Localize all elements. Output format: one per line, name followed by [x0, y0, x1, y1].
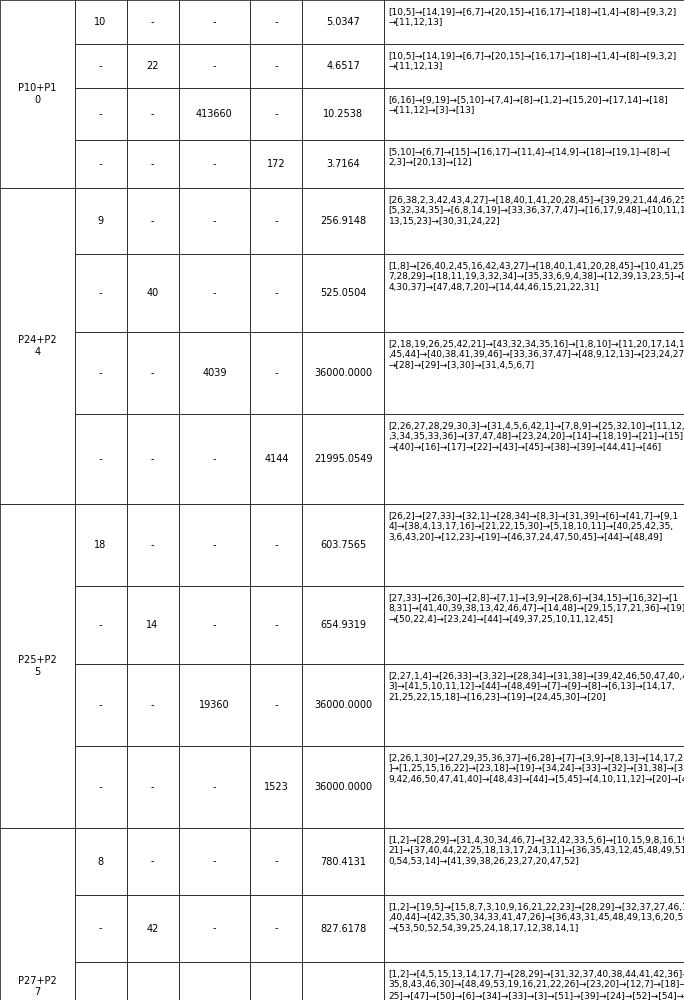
Bar — [250, 828, 302, 895]
Text: -: - — [150, 857, 155, 867]
Text: 40: 40 — [146, 288, 159, 298]
Bar — [127, 895, 179, 962]
Bar — [127, 188, 179, 254]
Text: -: - — [213, 620, 216, 630]
Text: 780.4131: 780.4131 — [320, 857, 367, 867]
Text: [6,16]→[9,19]→[5,10]→[7,4]→[8]→[1,2]→[15,20]→[17,14]→[18]
→[11,12]→[3]→[13]: [6,16]→[9,19]→[5,10]→[7,4]→[8]→[1,2]→[15… — [389, 96, 668, 115]
Text: -: - — [150, 540, 155, 550]
Bar — [127, 0, 179, 44]
Text: [1,2]→[28,29]→[31,4,30,34,46,7]→[32,42,33,5,6]→[10,15,9,8,16,19,
21]→[37,40,44,2: [1,2]→[28,29]→[31,4,30,34,46,7]→[32,42,3… — [389, 836, 684, 866]
Text: 3.7164: 3.7164 — [326, 159, 360, 169]
Bar — [75, 895, 127, 962]
Bar — [250, 664, 302, 746]
Text: 8: 8 — [98, 857, 103, 867]
Bar — [384, 504, 684, 586]
Text: 36000.0000: 36000.0000 — [315, 782, 372, 792]
Bar — [75, 746, 127, 828]
Text: P10+P1
0: P10+P1 0 — [18, 83, 57, 105]
Bar — [250, 962, 302, 1000]
Text: [5,10]→[6,7]→[15]→[16,17]→[11,4]→[14,9]→[18]→[19,1]→[8]→[
2,3]→[20,13]→[12]: [5,10]→[6,7]→[15]→[16,17]→[11,4]→[14,9]→… — [389, 148, 671, 167]
Text: [1,2]→[19,5]→[15,8,7,3,10,9,16,21,22,23]→[28,29]→[32,37,27,46,11
,40,44]→[42,35,: [1,2]→[19,5]→[15,8,7,3,10,9,16,21,22,23]… — [389, 903, 684, 933]
Bar — [302, 0, 384, 44]
Text: -: - — [213, 540, 216, 550]
Text: -: - — [274, 61, 278, 71]
Text: -: - — [274, 368, 278, 378]
Text: 10.2538: 10.2538 — [324, 109, 363, 119]
Bar — [384, 254, 684, 332]
Text: [2,26,27,28,29,30,3]→[31,4,5,6,42,1]→[7,8,9]→[25,32,10]→[11,12,1
,3,34,35,33,36]: [2,26,27,28,29,30,3]→[31,4,5,6,42,1]→[7,… — [389, 422, 684, 452]
Text: [27,33]→[26,30]→[2,8]→[7,1]→[3,9]→[28,6]→[34,15]→[16,32]→[1
8,31]→[41,40,39,38,1: [27,33]→[26,30]→[2,8]→[7,1]→[3,9]→[28,6]… — [389, 594, 684, 624]
Bar — [179, 88, 250, 140]
Text: 172: 172 — [267, 159, 286, 169]
Text: -: - — [274, 924, 278, 934]
Text: -: - — [213, 288, 216, 298]
Text: P25+P2
5: P25+P2 5 — [18, 655, 57, 677]
Bar — [0, 0, 75, 188]
Bar — [250, 44, 302, 88]
Text: -: - — [213, 782, 216, 792]
Text: -: - — [213, 924, 216, 934]
Bar — [75, 188, 127, 254]
Bar — [75, 962, 127, 1000]
Bar — [127, 586, 179, 664]
Text: -: - — [150, 368, 155, 378]
Bar — [127, 828, 179, 895]
Bar — [250, 414, 302, 504]
Bar — [302, 586, 384, 664]
Bar — [127, 140, 179, 188]
Text: [10,5]→[14,19]→[6,7]→[20,15]→[16,17]→[18]→[1,4]→[8]→[9,3,2]
→[11,12,13]: [10,5]→[14,19]→[6,7]→[20,15]→[16,17]→[18… — [389, 52, 676, 71]
Text: 9: 9 — [98, 216, 103, 226]
Text: -: - — [150, 17, 155, 27]
Text: 654.9319: 654.9319 — [320, 620, 367, 630]
Bar — [127, 44, 179, 88]
Bar — [75, 88, 127, 140]
Text: -: - — [98, 109, 103, 119]
Bar — [75, 664, 127, 746]
Bar — [384, 746, 684, 828]
Bar — [179, 140, 250, 188]
Bar — [179, 664, 250, 746]
Text: -: - — [150, 109, 155, 119]
Bar — [302, 88, 384, 140]
Bar — [75, 0, 127, 44]
Text: -: - — [98, 288, 103, 298]
Bar — [179, 414, 250, 504]
Bar — [75, 504, 127, 586]
Text: 827.6178: 827.6178 — [320, 924, 367, 934]
Bar — [250, 332, 302, 414]
Text: 22: 22 — [146, 61, 159, 71]
Text: 4039: 4039 — [202, 368, 226, 378]
Bar — [179, 586, 250, 664]
Bar — [384, 664, 684, 746]
Bar — [0, 504, 75, 828]
Bar — [302, 188, 384, 254]
Bar — [302, 895, 384, 962]
Bar — [302, 44, 384, 88]
Text: -: - — [150, 700, 155, 710]
Text: 4.6517: 4.6517 — [326, 61, 360, 71]
Bar — [384, 895, 684, 962]
Text: 4144: 4144 — [264, 454, 289, 464]
Text: -: - — [274, 109, 278, 119]
Text: -: - — [150, 782, 155, 792]
Text: 1523: 1523 — [264, 782, 289, 792]
Bar — [302, 962, 384, 1000]
Bar — [384, 188, 684, 254]
Text: 525.0504: 525.0504 — [320, 288, 367, 298]
Text: -: - — [274, 700, 278, 710]
Text: 42: 42 — [146, 924, 159, 934]
Bar — [75, 828, 127, 895]
Text: -: - — [213, 454, 216, 464]
Bar — [384, 962, 684, 1000]
Bar — [127, 962, 179, 1000]
Text: -: - — [98, 782, 103, 792]
Text: -: - — [98, 620, 103, 630]
Text: -: - — [274, 17, 278, 27]
Bar — [75, 140, 127, 188]
Bar — [250, 254, 302, 332]
Text: [10,5]→[14,19]→[6,7]→[20,15]→[16,17]→[18]→[1,4]→[8]→[9,3,2]
→[11,12,13]: [10,5]→[14,19]→[6,7]→[20,15]→[16,17]→[18… — [389, 8, 676, 27]
Bar — [127, 414, 179, 504]
Bar — [250, 746, 302, 828]
Bar — [302, 828, 384, 895]
Bar — [384, 332, 684, 414]
